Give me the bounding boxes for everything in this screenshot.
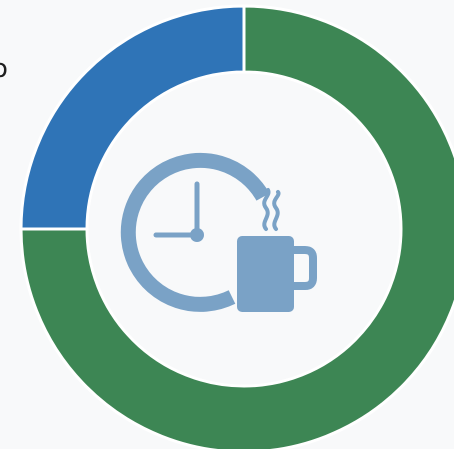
mug-handle-icon	[292, 246, 317, 290]
donut-slice-2	[19, 4, 246, 231]
clock-and-coffee-mug-icon	[120, 152, 317, 312]
clock-center-icon	[190, 228, 204, 242]
mug-body-icon	[237, 236, 294, 312]
steam-icon	[262, 188, 271, 231]
donut-hole	[88, 73, 400, 385]
clock-arc-icon	[120, 152, 270, 312]
cropped-label-fragment: o	[0, 56, 8, 82]
donut-slices	[19, 4, 454, 449]
donut-slice-1	[19, 4, 454, 449]
steam-icon	[272, 190, 281, 231]
